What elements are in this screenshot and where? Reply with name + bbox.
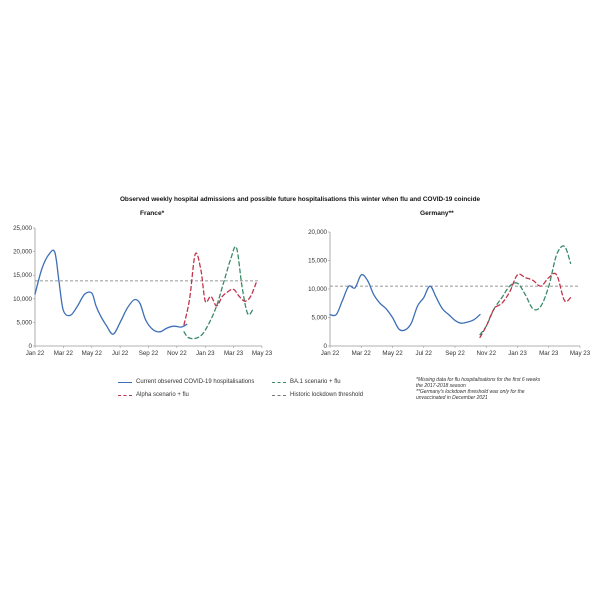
- france-x-tick-label: Jul 22: [112, 350, 129, 357]
- france-series-ba1: [183, 246, 255, 340]
- france-panel-title: France*: [140, 210, 165, 217]
- germany-series-ba1: [479, 245, 572, 336]
- france-x-tick-label: Mar 23: [224, 350, 244, 357]
- germany-series-observed: [329, 273, 481, 332]
- legend-label-historic: Historic lockdown threshold: [290, 392, 364, 398]
- france-y-tick-label: 0: [29, 343, 33, 350]
- footnote-germany: **Germany's lockdown threshold was only …: [416, 389, 525, 401]
- legend-item-ba1: BA.1 scenario + flu: [272, 379, 341, 385]
- france-y-tick-label: 15,000: [13, 272, 32, 279]
- france-x-tick-label: May 23: [252, 350, 273, 357]
- germany-x-tick-label: Jul 22: [415, 350, 432, 357]
- france-x-tick-label: Nov 22: [167, 350, 187, 357]
- legend-swatch-ba1: [272, 381, 286, 383]
- germany-y-tick-label: 5,000: [312, 315, 328, 322]
- germany-x-tick-label: Mar 22: [352, 350, 372, 357]
- france-x-tick-label: Mar 22: [54, 350, 74, 357]
- legend-item-historic: Historic lockdown threshold: [272, 392, 363, 398]
- france-x-tick-label: Sep 22: [139, 350, 159, 357]
- france-series-observed: [34, 249, 188, 335]
- germany-x-tick-label: Sep 22: [445, 350, 465, 357]
- germany-x-tick-label: May 23: [570, 350, 591, 357]
- legend-swatch-observed: [118, 381, 132, 383]
- germany-x-tick-label: Nov 22: [476, 350, 496, 357]
- france-series-alpha: [183, 252, 257, 326]
- legend-label-ba1: BA.1 scenario + flu: [290, 379, 341, 385]
- france-x-tick-label: May 22: [82, 350, 103, 357]
- germany-x-tick-label: Mar 23: [539, 350, 559, 357]
- legend-swatch-historic: [272, 394, 286, 396]
- legend-swatch-alpha: [118, 394, 132, 396]
- germany-x-tick-label: Jan 23: [508, 350, 527, 357]
- france-y-tick-label: 20,000: [13, 249, 32, 256]
- france-x-tick-label: Jan 22: [26, 350, 45, 357]
- germany-x-tick-label: Jan 22: [321, 350, 340, 357]
- france-y-tick-label: 5,000: [17, 319, 33, 326]
- legend-item-observed: Current observed COVID-19 hospitalisatio…: [118, 379, 254, 385]
- germany-y-tick-label: 20,000: [308, 229, 327, 236]
- france-y-tick-label: 10,000: [13, 296, 32, 303]
- footnotes: *Missing data for flu hospitalisations f…: [416, 377, 546, 401]
- germany-y-tick-label: 10,000: [308, 286, 327, 293]
- germany-y-tick-label: 0: [324, 343, 328, 350]
- legend-label-observed: Current observed COVID-19 hospitalisatio…: [136, 379, 255, 385]
- germany-series-alpha: [479, 272, 572, 339]
- germany-x-tick-label: May 22: [382, 350, 403, 357]
- legend-label-alpha: Alpha scenario + flu: [136, 392, 189, 398]
- france-y-tick-label: 25,000: [13, 225, 32, 232]
- footnote-france: *Missing data for flu hospitalisations f…: [416, 377, 541, 389]
- germany-panel-title: Germany**: [420, 210, 454, 217]
- legend-item-alpha: Alpha scenario + flu: [118, 392, 189, 398]
- chart-main-title: Observed weekly hospital admissions and …: [119, 196, 481, 203]
- france-x-tick-label: Jan 23: [196, 350, 215, 357]
- germany-y-tick-label: 15,000: [308, 258, 327, 265]
